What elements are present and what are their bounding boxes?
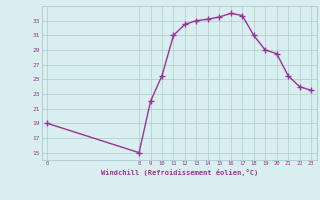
X-axis label: Windchill (Refroidissement éolien,°C): Windchill (Refroidissement éolien,°C) [100,169,258,176]
